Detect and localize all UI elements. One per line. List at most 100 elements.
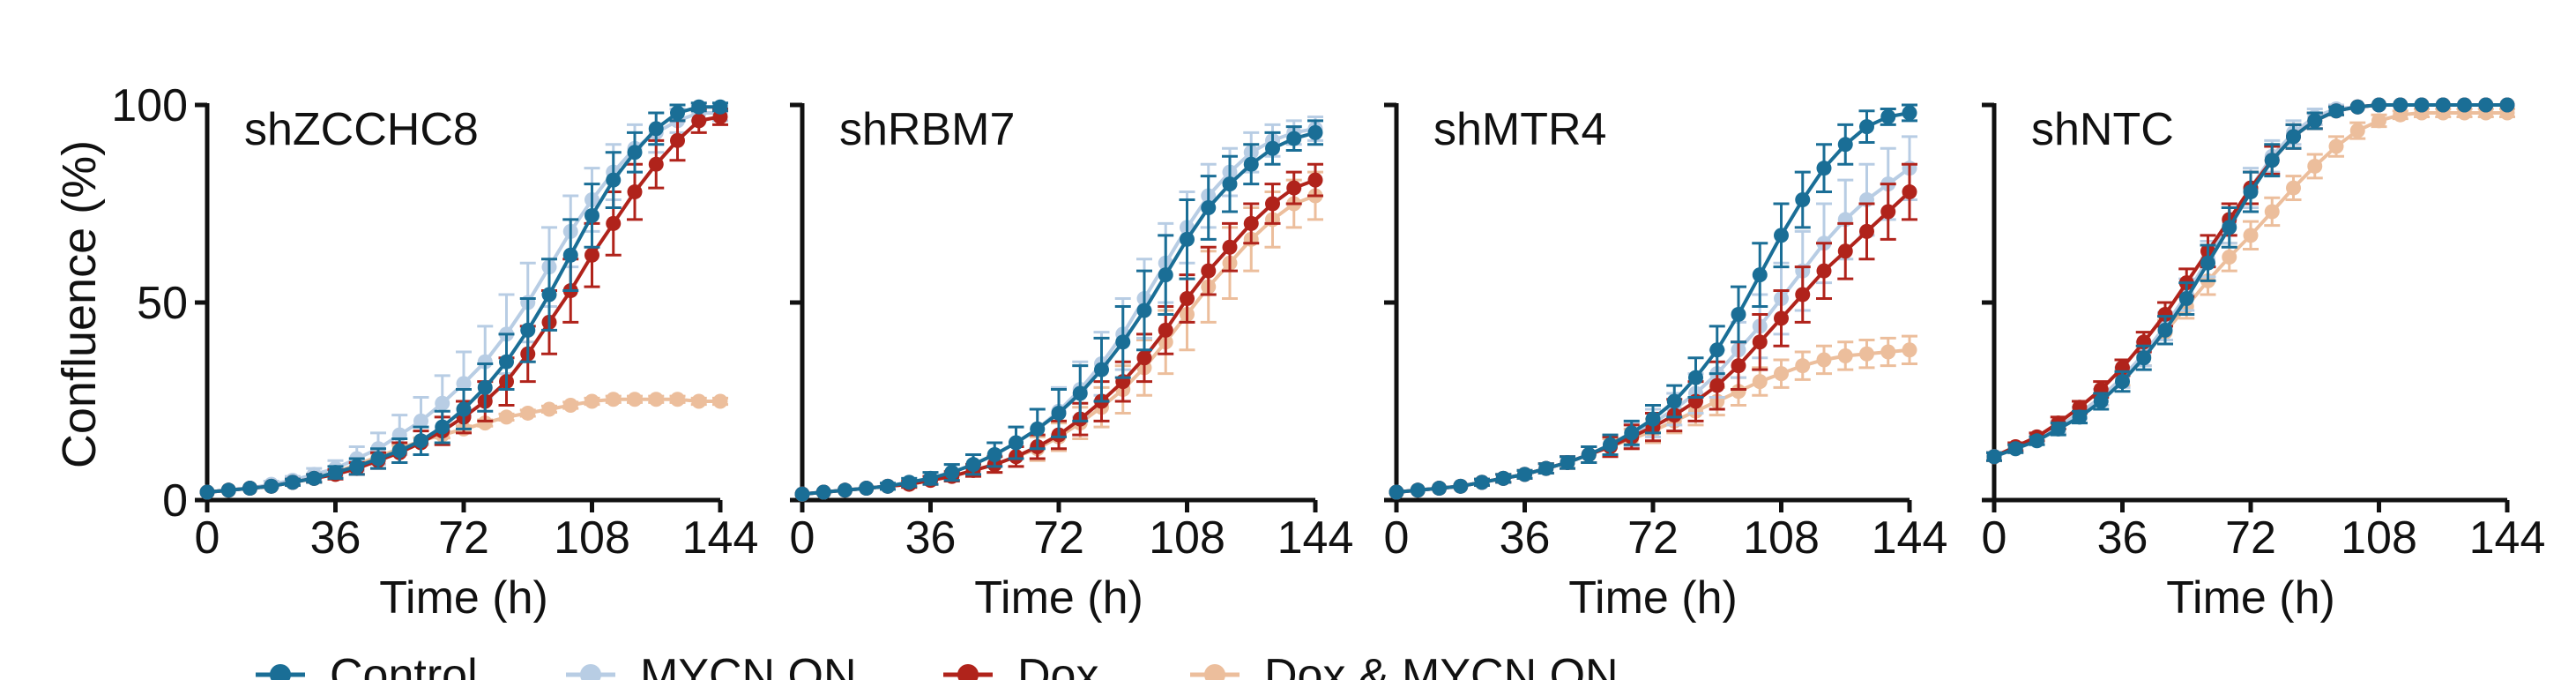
panel-shmtr4-series-control-point [1495,470,1511,486]
panel-shrbm7-xtick-label: 144 [1277,512,1354,564]
panel-shzcchc8-series-dox-point [648,156,664,172]
panel-shzcchc8-series-dox-point [606,215,622,231]
panel-shzcchc8-series-dox [199,107,728,500]
legend-item-dox-mycn-on-label: Dox & MYCN ON [1264,650,1619,680]
panel-shntc-series-control-point [1986,449,2002,465]
panel-shzcchc8-series-control-point [199,484,215,500]
panel-shrbm7-series-control-point [965,457,981,473]
panel-shzcchc8-series-control-point [520,322,536,338]
legend-item-dox-mycn-on: Dox & MYCN ON [1190,650,1619,680]
legend-item-control: Control [256,650,478,680]
panel-shmtr4-series-control-point [1837,137,1853,153]
panel-shzcchc8-series-control-point [499,354,514,370]
panel-shzcchc8-series-control-point [606,172,622,188]
panel-shmtr4-series-control-point [1432,481,1447,497]
panel-shntc-series-control-point [2307,113,2323,129]
panel-shrbm7-series-control-point [986,446,1002,462]
panel-shmtr4-series-dox-point [1902,184,1917,200]
panel-shmtr4: 0 36 72 108 144 Time (h) shMTR4 [1384,102,1948,624]
panel-shrbm7-series-control-point [901,475,917,490]
panel-shzcchc8-series-control-point [712,99,728,115]
panel-shmtr4-series-control-point [1560,454,1575,470]
panel-shzcchc8-xtick-label: 36 [310,512,361,564]
panel-shmtr4-xtick-label: 108 [1743,512,1820,564]
panel-shrbm7-series-control-point [1265,140,1280,156]
panel-shzcchc8-series-control-point [413,433,428,449]
panel-shmtr4-title: shMTR4 [1433,104,1606,155]
panel-shntc-series-control-point [2093,393,2109,409]
panel-shntc-series-control-line [1993,103,2507,459]
panel-shmtr4-x-title: Time (h) [1568,572,1738,624]
panel-shzcchc8-series-dox-mycn-on-point [520,405,536,421]
panel-shzcchc8-xtick-label: 108 [554,512,630,564]
panel-shrbm7-series-control-point [1243,156,1259,172]
panel-shntc-x-title: Time (h) [2166,572,2335,624]
panel-shmtr4-series-dox-point [1859,223,1874,239]
panel-shmtr4-series-dox-mycn-on-point [1752,374,1768,390]
panel-shntc-xtick-label: 72 [2225,512,2276,564]
panel-shrbm7-series-control-point [1158,267,1173,283]
panel-shzcchc8-series-dox-point [584,247,599,263]
panel-shmtr4-series-control-point [1389,484,1404,500]
panel-shrbm7-series-control-point [1115,334,1131,350]
panel-shzcchc8-series-control-point [349,459,365,475]
legend-item-dox-marker [957,664,979,680]
panel-shmtr4-xtick-label: 72 [1627,512,1679,564]
panel-shzcchc8-xtick-label: 144 [682,512,759,564]
panel-shmtr4-series-control-point [1538,460,1554,476]
panel-shzcchc8-series-control-point [477,379,493,395]
panel-shntc-series-control-point [2435,97,2451,113]
panel-shrbm7-series-dox-point [1180,291,1195,307]
panel-shmtr4-series-dox-point [1752,334,1768,350]
legend-item-dox: Dox [943,650,1098,680]
panel-shntc-xtick-label: 144 [2469,512,2546,564]
panel-shntc-series-mycn-on-line [1993,103,2507,459]
panel-shzcchc8-series-dox-mycn-on-point [499,409,514,425]
panel-shmtr4-series-control-point [1453,478,1469,494]
panel-shzcchc8-series-mycn-on-point [477,354,493,370]
panel-shmtr4-series-dox-mycn-on-point [1795,358,1811,374]
legend-item-dox-mycn-on-marker [1204,664,1225,680]
panel-shntc-xtick-label: 108 [2341,512,2417,564]
panel-shmtr4-xtick-label: 144 [1872,512,1948,564]
panel-shmtr4-series-dox-mycn-on-point [1880,344,1896,360]
panel-shntc-series-dox-mycn-on-line [1993,111,2507,459]
panel-shrbm7-series-dox-point [1136,350,1152,366]
panel-shmtr4-series-control-point [1581,446,1597,462]
panel-shzcchc8: 0 50 100 0 36 72 108 144 Time (h) shZCCHC8 [111,80,758,624]
panel-shmtr4-series-dox [1389,162,1917,500]
panel-shzcchc8-series-dox-point [627,184,643,200]
panel-shzcchc8-series-control-point [220,482,236,498]
panel-shzcchc8-series-control-point [541,287,557,303]
panel-shzcchc8-title: shZCCHC8 [244,104,479,155]
legend-item-control-label: Control [330,650,478,680]
panel-shrbm7-series-control-point [1307,124,1323,140]
panel-shzcchc8-series-control-point [562,247,578,263]
panel-shmtr4-series-control-point [1795,192,1811,208]
panel-shmtr4-series-dox-mycn-on-point [1731,384,1746,400]
panel-shntc-series-dox-mycn-on-point [2371,113,2386,129]
panel-shmtr4-series-control-point [1645,411,1661,427]
panel-shntc-series-control-point [2029,433,2044,449]
panel-shrbm7-series-control-point [838,482,852,498]
panel-shzcchc8-xtick-label: 0 [195,512,220,564]
panel-shmtr4-series-dox-line [1396,191,1911,494]
panel-shmtr4-series-control-point [1410,482,1426,498]
panel-shntc-series-dox-mycn-on-point [2264,204,2280,220]
panel-shrbm7-xtick-label: 0 [790,512,815,564]
panel-shzcchc8-series-dox-mycn-on-point [562,397,578,413]
panel-shmtr4-series-control [1389,103,1917,500]
panel-shntc-series-control-point [2393,97,2408,113]
panel-shntc-series-dox-mycn-on-point [2328,138,2344,154]
panel-shmtr4-series-control-point [1731,306,1746,322]
panel-shntc-series-dox-mycn-on-point [2286,180,2301,196]
panel-shntc-series-control-point [2136,350,2152,366]
panel-shrbm7-series-control-point [859,481,875,497]
panel-shmtr4-series-control-point [1666,393,1682,409]
panel-shntc-series-control-point [2051,421,2066,437]
panel-shntc-series-control-point [2157,322,2173,338]
panel-shrbm7-xtick-label: 36 [905,512,957,564]
panel-shzcchc8-series-control [199,99,728,500]
panel-shzcchc8-series-mycn-on-point [413,413,428,429]
panel-shzcchc8-series-control-point [264,478,279,494]
